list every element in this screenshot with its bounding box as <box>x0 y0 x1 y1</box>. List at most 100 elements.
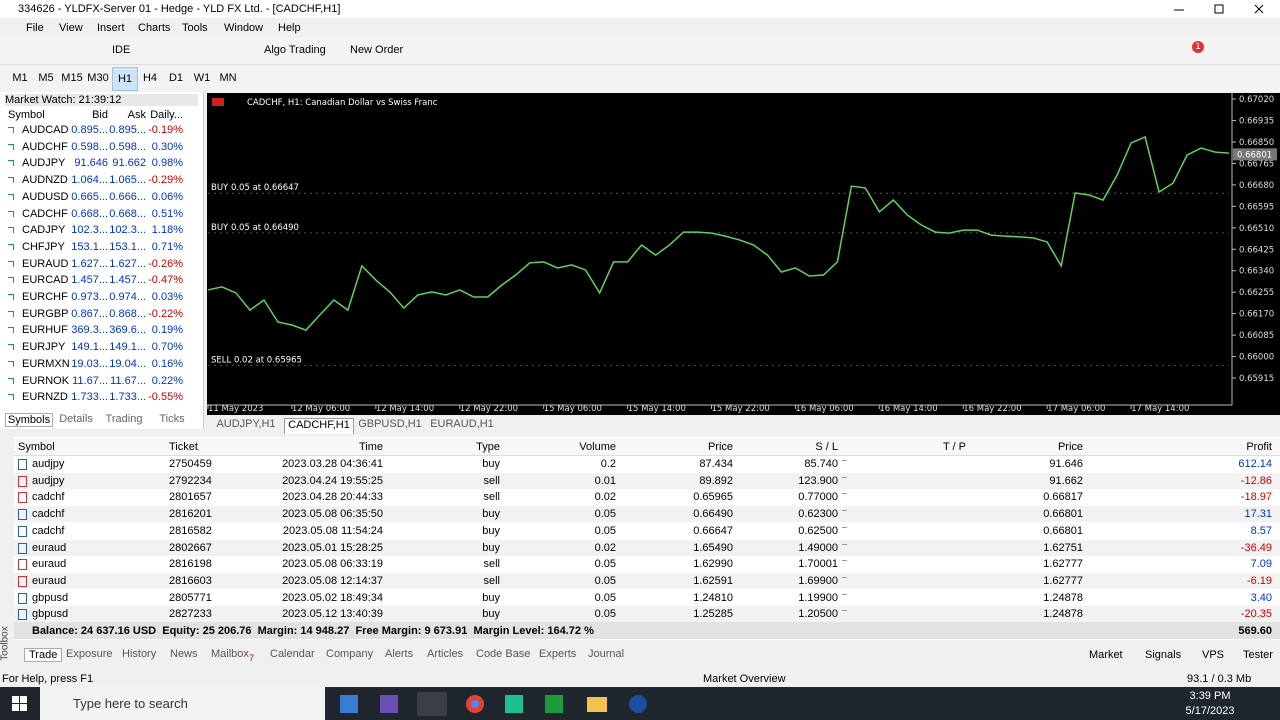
trade-cell: 2827233 <box>169 608 212 621</box>
window-controls[interactable] <box>1160 2 1270 16</box>
toolbox-tab[interactable]: Journal <box>588 648 625 660</box>
column-header: Price <box>707 441 733 453</box>
quote-cell: 1.733... <box>109 391 146 404</box>
trade-cell: 85.740 <box>804 458 838 470</box>
timeframe-button[interactable]: D1 <box>168 72 184 84</box>
x-tick-label: 11 May 2023 <box>208 404 263 414</box>
timeframe-button[interactable]: W1 <box>193 72 211 84</box>
trade-cell: 2802667 <box>169 541 212 554</box>
symbol-cell[interactable]: AUDNZD <box>22 174 68 187</box>
chart-tab[interactable]: EURAUD,H1 <box>430 418 494 430</box>
symbol-cell[interactable]: EURAUD <box>22 257 69 270</box>
menu-item[interactable]: Window <box>224 22 264 34</box>
quote-cell: 1.064... <box>71 174 108 187</box>
symbol-cell[interactable]: EURMXN <box>22 357 70 370</box>
trade-cell: 1.24878 <box>1043 608 1083 621</box>
x-tick-label: 17 May 06:00 <box>1047 404 1105 414</box>
panel-title: Market Watch: 21:39:12 <box>5 94 198 106</box>
menu-item[interactable]: View <box>59 22 83 34</box>
toolbar-button[interactable]: IDE <box>112 44 131 56</box>
menu-item[interactable]: Charts <box>138 22 171 34</box>
panel-tab[interactable]: Trading <box>105 413 143 425</box>
trade-cell: 0.01 <box>594 474 616 487</box>
toolbox-tab[interactable]: News <box>170 648 198 660</box>
trade-cell: 2023.05.08 12:14:37 <box>282 574 383 587</box>
quote-cell: 0.868... <box>109 307 146 320</box>
symbol-cell[interactable]: EURNZD <box>22 391 68 404</box>
search-box[interactable] <box>40 687 325 720</box>
toolbar-button[interactable]: New Order <box>350 44 404 56</box>
quote-cell: 102.3... <box>109 224 146 237</box>
toolbox-tab[interactable]: History <box>122 648 157 660</box>
symbol-cell[interactable]: EURHUF <box>22 324 68 337</box>
chart-tab[interactable]: CADCHF,H1 <box>284 418 354 434</box>
chart-tab[interactable]: GBPUSD,H1 <box>358 418 422 430</box>
toolbar-button[interactable]: Algo Trading <box>264 44 326 56</box>
trade-cell: 0.62500 <box>798 524 838 537</box>
toolbox-tab[interactable]: Exposure <box>66 648 113 660</box>
symbol-cell[interactable]: EURJPY <box>22 341 66 354</box>
symbol-cell[interactable]: CADCHF <box>22 207 68 220</box>
timeframe-button[interactable]: MN <box>219 72 237 84</box>
quote-cell: 91.662 <box>112 157 146 170</box>
toolbox-tab[interactable]: Articles <box>427 648 464 660</box>
panel-tab[interactable]: Ticks <box>159 413 185 425</box>
toolbox-button[interactable]: Market <box>1089 649 1123 661</box>
toolbox-button[interactable]: Tester <box>1243 649 1273 661</box>
timeframe-button[interactable]: M30 <box>87 72 109 84</box>
market-watch <box>0 92 204 429</box>
timeframe-button[interactable]: M15 <box>61 72 83 84</box>
symbol-cell[interactable]: EURCAD <box>22 274 69 287</box>
symbol-cell[interactable]: CHFJPY <box>22 240 65 253</box>
symbol-cell[interactable]: CADJPY <box>22 224 66 237</box>
toolbox-button[interactable]: VPS <box>1202 649 1225 661</box>
search-placeholder[interactable]: Type here to search <box>73 696 188 711</box>
y-tick-label: 0.66170 <box>1239 310 1274 320</box>
quote-cell: 0.867... <box>71 307 108 320</box>
toolbox-tab[interactable]: Experts <box>539 648 577 660</box>
timeframe-button[interactable]: M5 <box>38 72 54 84</box>
remove-sl <box>842 493 847 499</box>
symbol-cell[interactable]: EURCHF <box>22 291 68 303</box>
windows-logo[interactable] <box>12 696 28 712</box>
symbol-cell[interactable]: AUDCHF <box>22 140 68 153</box>
timeframe-button[interactable]: H1 <box>112 67 138 91</box>
panel-tab[interactable]: Symbols <box>5 413 53 427</box>
trade-cell: buy <box>482 458 500 470</box>
toolbox-button[interactable]: Signals <box>1145 649 1182 661</box>
menu-item[interactable]: File <box>26 22 44 34</box>
toolbox-tab[interactable]: Alerts <box>385 648 414 660</box>
column-header: Ask <box>127 109 146 121</box>
toolbox-tab[interactable]: Trade <box>24 648 63 662</box>
menu-item[interactable]: Insert <box>97 22 125 34</box>
symbol-cell[interactable]: EURNOK <box>22 374 70 387</box>
timeframe-button[interactable]: M1 <box>12 72 28 84</box>
symbol-cell[interactable]: AUDCAD <box>22 124 69 136</box>
toolbox-tab[interactable]: Calendar <box>270 648 315 660</box>
trade-cell: 8.57 <box>1250 524 1272 537</box>
quote-cell: 0.668... <box>71 207 108 220</box>
trade-cell: buy <box>482 524 500 537</box>
toolbox-tab[interactable]: Code Base <box>476 648 531 660</box>
quote-cell: -0.22% <box>148 307 183 320</box>
symbol-cell[interactable]: AUDUSD <box>22 190 69 203</box>
panel-tab[interactable]: Details <box>59 413 93 425</box>
menu-item[interactable]: Help <box>278 22 301 34</box>
symbol-cell[interactable]: EURGBP <box>22 307 69 320</box>
toolbox-tab[interactable]: Mailbox <box>211 648 249 660</box>
remove-sl <box>842 510 847 516</box>
timeframe-button[interactable]: H4 <box>142 72 158 84</box>
quote-cell: 1.457... <box>109 274 146 287</box>
taskbar-apps[interactable] <box>335 690 655 718</box>
trade-cell: -36.49 <box>1240 541 1272 554</box>
symbol-cell[interactable]: AUDJPY <box>22 157 66 170</box>
menu-item[interactable]: Tools <box>182 22 208 34</box>
quote-cell: 0.30% <box>151 140 183 153</box>
remove-sl <box>842 460 847 466</box>
row-arrow <box>8 327 14 334</box>
toolbox-tab[interactable]: Company <box>326 648 374 660</box>
chart-tab[interactable]: AUDJPY,H1 <box>216 418 276 430</box>
trade-cell: sell <box>483 474 500 487</box>
column-header: Symbol <box>8 109 45 121</box>
title-bar <box>0 0 1280 18</box>
